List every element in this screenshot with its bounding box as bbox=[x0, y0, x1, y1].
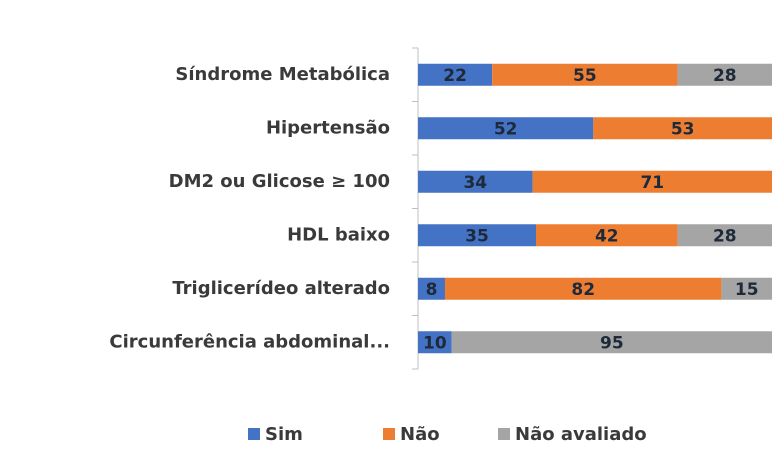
bar-segment bbox=[418, 117, 594, 140]
data-label: 42 bbox=[595, 226, 619, 246]
bar-segment bbox=[593, 117, 772, 140]
data-label: 10 bbox=[423, 333, 447, 353]
data-label: 28 bbox=[713, 226, 737, 246]
data-label: 8 bbox=[426, 280, 438, 300]
category-label: DM2 ou Glicose ≥ 100 bbox=[169, 171, 390, 192]
legend-swatch bbox=[248, 428, 260, 440]
bar-segment bbox=[418, 331, 452, 354]
data-label: 82 bbox=[571, 280, 595, 300]
data-label: 22 bbox=[443, 66, 467, 86]
legend-label: Não avaliado bbox=[515, 424, 647, 445]
category-label: HDL baixo bbox=[287, 224, 390, 245]
bar-segment bbox=[451, 331, 772, 354]
bar-segment bbox=[444, 277, 722, 300]
data-label: 52 bbox=[494, 119, 518, 139]
bar-segment bbox=[536, 224, 678, 247]
data-label: 71 bbox=[640, 173, 664, 193]
bar-segment bbox=[418, 224, 536, 247]
bar-segment bbox=[721, 277, 772, 300]
legend-label: Não bbox=[400, 424, 440, 445]
bar-segment bbox=[418, 277, 445, 300]
data-label: 53 bbox=[671, 119, 695, 139]
data-label: 35 bbox=[465, 226, 489, 246]
legend-label: Sim bbox=[265, 424, 303, 445]
bar-segment bbox=[677, 63, 772, 86]
bar-segment bbox=[418, 63, 493, 86]
category-label: Circunferência abdominal... bbox=[109, 331, 390, 352]
category-label: Síndrome Metabólica bbox=[175, 64, 390, 85]
category-label: Hipertensão bbox=[266, 117, 390, 138]
data-label: 28 bbox=[713, 66, 737, 86]
bar-segment bbox=[677, 224, 772, 247]
category-label: Triglicerídeo alterado bbox=[172, 278, 390, 299]
bar-segment bbox=[418, 170, 533, 193]
legend-swatch bbox=[498, 428, 510, 440]
data-label: 95 bbox=[600, 333, 624, 353]
legend-swatch bbox=[383, 428, 395, 440]
bar-segment bbox=[492, 63, 678, 86]
data-label: 34 bbox=[463, 173, 487, 193]
data-label: 55 bbox=[573, 66, 597, 86]
data-label: 15 bbox=[735, 280, 759, 300]
bar-segment bbox=[532, 170, 772, 193]
